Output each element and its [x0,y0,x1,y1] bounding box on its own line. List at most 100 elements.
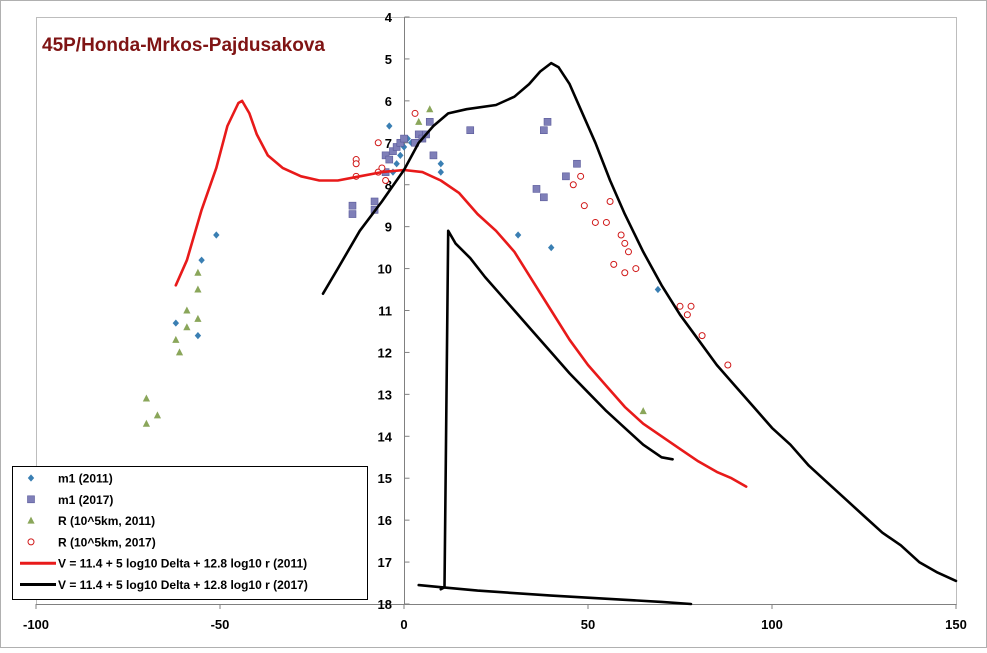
data-point [142,394,150,402]
legend-marker [27,516,35,524]
data-point [437,168,444,176]
data-point [724,361,732,369]
data-point [562,172,570,181]
data-point [602,218,610,226]
data-point [624,248,632,256]
data-point [548,244,555,252]
legend-label: V = 11.4 + 5 log10 Delta + 12.8 log10 r … [58,557,307,571]
data-point [386,122,393,130]
data-point [385,155,394,164]
data-point [175,348,184,356]
legend-label: R (10^5km, 2017) [58,535,156,549]
legend-box [12,466,368,600]
legend-marker [27,495,35,504]
data-point [621,269,629,277]
data-point [142,419,150,427]
data-point [172,319,180,327]
y-tick-label: 12 [378,345,392,360]
data-point [172,335,180,343]
data-point [466,126,475,135]
data-point [425,118,434,126]
y-tick-label: 16 [378,513,392,528]
y-tick-label: 8 [385,178,392,193]
series-2 [142,105,647,427]
series-5 [321,61,958,583]
y-tick-label: 18 [378,597,392,612]
data-point [540,193,548,202]
y-tick-label: 6 [385,94,392,109]
data-point [348,201,357,210]
data-point [606,197,614,205]
data-point [378,164,386,172]
data-point [676,302,684,310]
data-point [683,311,691,319]
axes-layer: -100 -50 0 50 100 150 4 5 6 7 8 9 10 11 12 13 14 15 16 17 18 [23,10,967,632]
data-point [382,177,390,185]
x-tick-label: 100 [761,617,783,632]
data-point [348,210,357,218]
series-line [174,99,748,488]
data-point [429,151,438,160]
y-tick-label: 4 [385,10,393,25]
data-point [654,285,662,294]
data-point [194,268,202,276]
data-point [543,118,552,126]
data-point [540,126,548,135]
data-point [411,109,419,117]
data-point [580,202,588,210]
series-layer [142,61,958,606]
legend-label: R (10^5km, 2011) [58,514,155,528]
series-4 [174,99,748,488]
data-point [437,160,444,168]
data-point [400,134,408,143]
data-point [591,218,599,226]
data-point [514,231,522,239]
chart-title: 45P/Honda-Mrkos-Pajdusakova [42,35,325,56]
data-point [397,151,404,159]
data-point [573,159,581,168]
data-point [194,314,202,322]
data-point [569,181,577,189]
legend-marker [27,474,35,482]
data-point [577,172,585,180]
data-point [153,411,162,419]
data-point [617,231,625,239]
legend-label: m1 (2011) [58,472,113,486]
data-point [183,306,191,314]
data-point [632,265,640,273]
x-tick-label: 150 [945,617,967,632]
data-point [610,260,618,268]
data-point [194,285,202,293]
data-point [415,117,423,125]
legend-label: V = 11.4 + 5 log10 Delta + 12.8 log10 r … [58,578,308,592]
series-line [417,583,693,606]
data-point [374,139,382,147]
x-tick-label: -100 [23,617,49,632]
x-tick-label: 0 [400,617,407,632]
data-point [213,231,220,239]
data-point [532,185,541,193]
y-tick-label: 15 [378,471,392,486]
y-tick-label: 5 [385,52,392,67]
data-point [198,256,205,264]
x-tick-label: -50 [211,617,230,632]
y-tick-label: 11 [378,304,392,319]
data-point [352,160,360,168]
data-point [426,105,434,113]
y-tick-label: 7 [385,136,392,151]
y-tick-label: 14 [378,429,393,444]
legend-label: m1 (2017) [58,493,113,507]
series-6 [439,229,674,591]
series-line [321,61,958,583]
series-7 [417,583,693,606]
data-point [698,332,706,340]
data-point [393,160,400,168]
x-tick-label: 50 [581,617,595,632]
y-tick-label: 13 [378,387,392,402]
data-point [687,302,695,310]
data-point [183,323,191,331]
data-point [639,407,647,415]
legend: m1 (2011) m1 (2017) R (10^5km, 2011) R (10^… [12,466,368,600]
series-line [439,229,674,591]
